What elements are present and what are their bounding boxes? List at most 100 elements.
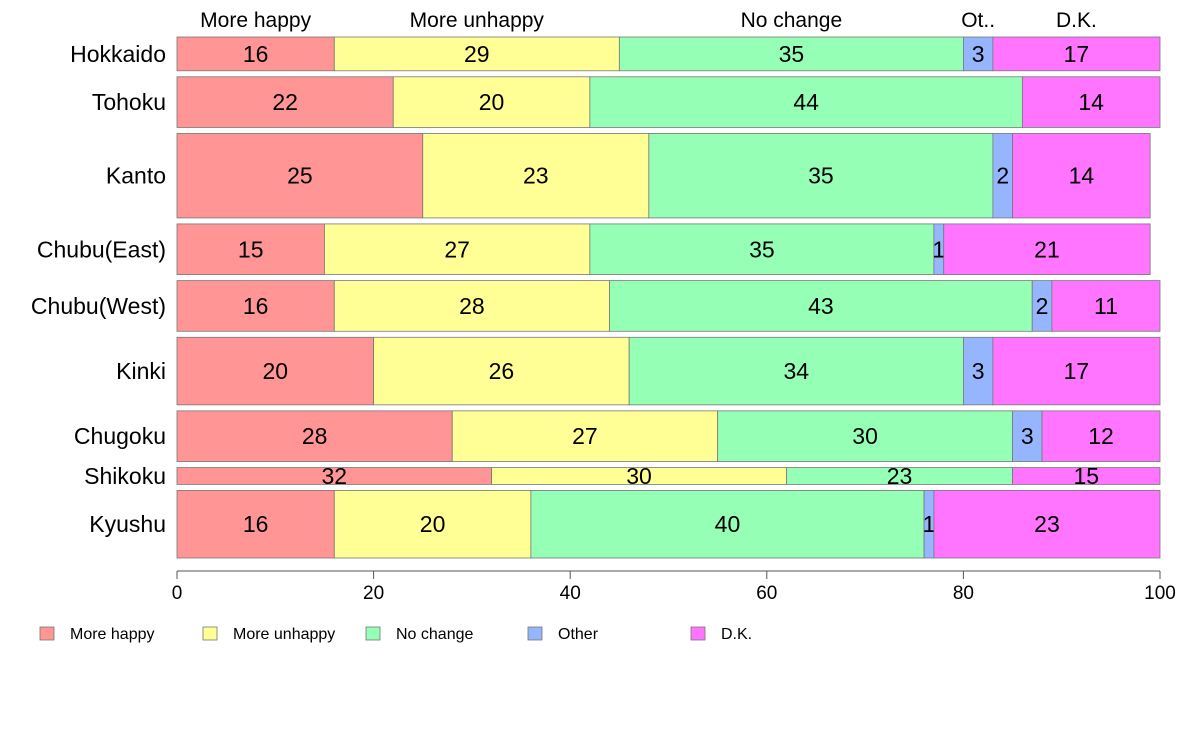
x-tick-label: 100 [1144, 583, 1176, 604]
category-label: Kanto [106, 163, 166, 189]
bar-segment [1021, 76, 1161, 128]
x-tick-label: 0 [172, 583, 183, 604]
category-label: Hokkaido [70, 41, 166, 67]
bar-segment [333, 490, 532, 559]
bar-segment [373, 336, 630, 406]
bar-segment [933, 490, 1161, 559]
data-label: 23 [887, 463, 913, 489]
category-label: Tohoku [92, 89, 166, 115]
data-label: 40 [715, 511, 741, 537]
legend-swatch [527, 626, 543, 641]
top-label: D.K. [1056, 9, 1097, 32]
bar-segment [648, 133, 994, 219]
top-label: More unhappy [410, 9, 545, 32]
data-label: 16 [243, 41, 269, 67]
bar-segment [176, 133, 424, 219]
x-tick-label: 80 [953, 583, 974, 604]
data-label: 2 [996, 163, 1009, 189]
data-label: 3 [972, 358, 985, 384]
bar-segment [992, 336, 1161, 406]
bar-segment [1012, 467, 1161, 485]
data-label: 27 [444, 236, 470, 262]
legend-swatch [690, 626, 706, 641]
data-label: 20 [263, 358, 289, 384]
legend-swatch [365, 626, 381, 641]
legend-label: Other [558, 626, 599, 643]
legend-label: No change [396, 626, 473, 643]
data-label: 25 [287, 163, 313, 189]
data-label: 28 [302, 423, 328, 449]
bar-segment [176, 36, 335, 72]
bar-segment [943, 223, 1151, 276]
legend-label: More unhappy [233, 626, 335, 643]
bar-segment [992, 36, 1161, 72]
bar-segment [609, 280, 1033, 332]
data-label: 28 [459, 293, 485, 319]
bar-segment [176, 336, 375, 406]
data-label: 23 [1034, 511, 1060, 537]
legend-swatch [39, 626, 55, 641]
data-label: 12 [1088, 423, 1114, 449]
data-label: 35 [749, 236, 775, 262]
bar-segment [1051, 280, 1161, 332]
data-label: 1 [932, 236, 945, 262]
data-label: 15 [238, 236, 264, 262]
data-label: 43 [808, 293, 834, 319]
x-tick-label: 40 [560, 583, 581, 604]
bar-segment [176, 490, 335, 559]
data-label: 21 [1034, 236, 1060, 262]
bar-segment [324, 223, 591, 276]
category-label: Shikoku [84, 463, 166, 489]
data-label: 1 [923, 511, 936, 537]
data-label: 2 [1036, 293, 1049, 319]
bar-segment [1012, 133, 1151, 219]
legend-label: D.K. [721, 626, 752, 643]
bar-segment [1012, 410, 1043, 462]
data-label: 29 [464, 41, 490, 67]
data-label: 30 [852, 423, 878, 449]
data-label: 26 [489, 358, 515, 384]
bar-segment [176, 76, 394, 128]
data-label: 16 [243, 293, 269, 319]
bar-segment [392, 76, 591, 128]
data-label: 34 [783, 358, 809, 384]
bar-segment [589, 76, 1023, 128]
bar-segment [451, 410, 719, 462]
data-label: 14 [1069, 163, 1095, 189]
bar-segment [333, 36, 620, 72]
data-label: 17 [1064, 358, 1090, 384]
data-label: 35 [779, 41, 805, 67]
bar-segment [618, 36, 964, 72]
data-label: 35 [808, 163, 834, 189]
bar-segment [333, 280, 610, 332]
data-label: 3 [972, 41, 985, 67]
bar-segment [176, 280, 335, 332]
data-label: 32 [321, 463, 347, 489]
data-label: 14 [1078, 89, 1104, 115]
top-label: More happy [200, 9, 311, 32]
bar-segment [1041, 410, 1161, 462]
data-label: 20 [479, 89, 505, 115]
data-label: 16 [243, 511, 269, 537]
bar-segment [176, 223, 325, 276]
top-label: Ot.. [961, 9, 995, 32]
data-label: 44 [793, 89, 819, 115]
bar-segment [628, 336, 964, 406]
data-label: 30 [626, 463, 652, 489]
data-label: 15 [1073, 463, 1099, 489]
data-label: 11 [1094, 293, 1118, 319]
bar-segment [176, 410, 453, 462]
bar-segment [963, 336, 994, 406]
data-label: 27 [572, 423, 598, 449]
data-label: 3 [1021, 423, 1034, 449]
category-label: Kyushu [89, 511, 166, 537]
bar-segment [530, 490, 925, 559]
data-label: 17 [1064, 41, 1090, 67]
data-label: 22 [272, 89, 298, 115]
category-label: Chubu(West) [31, 293, 166, 319]
category-label: Chugoku [74, 423, 166, 449]
x-tick-label: 20 [363, 583, 384, 604]
legend-swatch [202, 626, 218, 641]
data-label: 23 [523, 163, 549, 189]
